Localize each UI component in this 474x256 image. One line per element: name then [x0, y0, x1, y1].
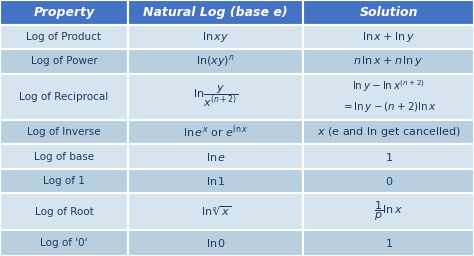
Text: Log of '0': Log of '0': [40, 238, 88, 248]
Bar: [303, 73, 474, 120]
Text: Natural Log (base e): Natural Log (base e): [143, 6, 288, 19]
Bar: [0, 193, 128, 230]
Bar: [128, 193, 303, 230]
Text: Log of 1: Log of 1: [43, 176, 85, 186]
Text: Log of Inverse: Log of Inverse: [27, 127, 101, 137]
Bar: [0, 25, 128, 49]
Bar: [303, 193, 474, 230]
Bar: [128, 0, 303, 25]
Text: $\mathrm{ln}\,1$: $\mathrm{ln}\,1$: [206, 175, 226, 187]
Bar: [128, 144, 303, 169]
Bar: [128, 120, 303, 144]
Text: $\mathrm{ln}\,e^x$ or $e^{\mathrm{ln}\,x}$: $\mathrm{ln}\,e^x$ or $e^{\mathrm{ln}\,x…: [183, 124, 248, 140]
Bar: [128, 73, 303, 120]
Text: $\mathrm{ln}\,y - \mathrm{ln}\,x^{(n+2)}$: $\mathrm{ln}\,y - \mathrm{ln}\,x^{(n+2)}…: [352, 79, 425, 94]
Text: $\mathrm{ln}\,0$: $\mathrm{ln}\,0$: [206, 237, 226, 249]
Bar: [128, 230, 303, 256]
Text: Log of Product: Log of Product: [27, 32, 101, 42]
Text: Property: Property: [33, 6, 95, 19]
Bar: [0, 169, 128, 193]
Bar: [303, 144, 474, 169]
Bar: [128, 25, 303, 49]
Bar: [0, 144, 128, 169]
Bar: [0, 73, 128, 120]
Text: $\mathrm{ln}\,e$: $\mathrm{ln}\,e$: [206, 151, 226, 163]
Text: Log of Reciprocal: Log of Reciprocal: [19, 92, 109, 102]
Text: $\dfrac{1}{p}\mathrm{ln}\,x$: $\dfrac{1}{p}\mathrm{ln}\,x$: [374, 200, 403, 223]
Text: Solution: Solution: [359, 6, 418, 19]
Text: $\mathrm{ln}(xy)^n$: $\mathrm{ln}(xy)^n$: [196, 53, 235, 69]
Text: $x$ (e and ln get cancelled): $x$ (e and ln get cancelled): [317, 125, 460, 139]
Text: Log of Power: Log of Power: [31, 56, 97, 66]
Text: Log of base: Log of base: [34, 152, 94, 162]
Bar: [0, 0, 128, 25]
Bar: [303, 169, 474, 193]
Text: $\mathrm{ln}\,x + \mathrm{ln}\,y$: $\mathrm{ln}\,x + \mathrm{ln}\,y$: [362, 30, 415, 44]
Text: $1$: $1$: [385, 237, 392, 249]
Bar: [0, 120, 128, 144]
Bar: [128, 169, 303, 193]
Bar: [0, 230, 128, 256]
Text: Log of Root: Log of Root: [35, 207, 93, 217]
Text: $1$: $1$: [385, 151, 392, 163]
Bar: [303, 0, 474, 25]
Text: $\mathrm{ln}\,\sqrt[p]{x}$: $\mathrm{ln}\,\sqrt[p]{x}$: [201, 205, 231, 218]
Text: $\mathrm{ln}\dfrac{y}{x^{(n+2)}}$: $\mathrm{ln}\dfrac{y}{x^{(n+2)}}$: [193, 84, 238, 109]
Bar: [0, 49, 128, 73]
Bar: [303, 120, 474, 144]
Bar: [303, 49, 474, 73]
Text: $= \mathrm{ln}\,y - (n+2)\mathrm{ln}\,x$: $= \mathrm{ln}\,y - (n+2)\mathrm{ln}\,x$: [341, 100, 437, 114]
Text: $\mathrm{ln}\,xy$: $\mathrm{ln}\,xy$: [202, 30, 229, 44]
Bar: [128, 49, 303, 73]
Text: $0$: $0$: [384, 175, 393, 187]
Bar: [303, 25, 474, 49]
Bar: [303, 230, 474, 256]
Text: $n\,\mathrm{ln}\,x + n\,\mathrm{ln}\,y$: $n\,\mathrm{ln}\,x + n\,\mathrm{ln}\,y$: [354, 54, 424, 68]
